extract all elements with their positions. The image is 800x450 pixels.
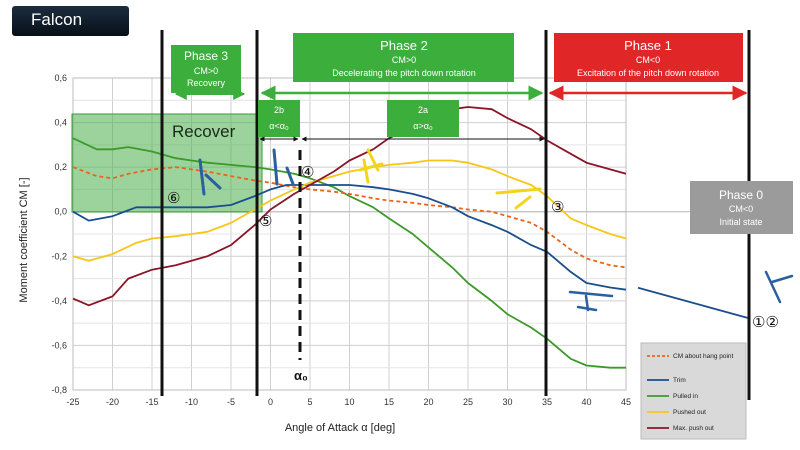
series-line-1 [72,166,627,269]
x-tick-label: 15 [384,397,394,407]
svg-text:Phase 2: Phase 2 [380,38,428,53]
marker-6: ⑥ [167,189,180,207]
glider-icon-phase2b [272,148,295,186]
y-tick-label: 0,6 [54,73,67,83]
phase2-box: Phase 2 CM>0 Decelerating the pitch down… [293,33,514,82]
x-tick-label: 30 [502,397,512,407]
y-tick-label: 0,0 [54,207,67,217]
svg-text:Phase 3: Phase 3 [184,49,228,63]
legend-label: Max. push out [673,425,714,432]
glider-icon-phase0 [764,270,794,304]
x-tick-label: -25 [66,397,79,407]
glider-icon-yellow-2 [495,187,542,210]
svg-text:Recovery: Recovery [187,78,226,88]
x-tick-label: 40 [581,397,591,407]
svg-text:α>α₀: α>α₀ [413,121,433,131]
y-tick-label: -0,4 [51,296,67,306]
x-ticks: -25 -20 -15 -10 -5 0 5 10 15 20 25 30 35 40 45 [66,397,631,407]
svg-text:Phase 0: Phase 0 [719,188,763,202]
x-tick-label: 0 [268,397,273,407]
alpha0-label: α₀ [294,368,308,383]
legend: CM about hang point Trim Pulled in Pushed o… [640,342,747,440]
legend-label: Trim [673,377,686,384]
x-axis-title: Angle of Attack α [deg] [285,422,395,434]
phase3-box: Phase 3 CM>0 Recovery [171,45,241,93]
marker-1-2: ①② [752,313,779,331]
svg-text:2b: 2b [274,105,284,115]
marker-3: ③ [551,198,564,216]
svg-text:Phase 1: Phase 1 [624,38,672,53]
x-tick-label: 35 [542,397,552,407]
marker-5: ⑤ [259,212,272,230]
y-tick-label: 0,4 [54,118,67,128]
svg-text:CM<0: CM<0 [636,55,660,65]
recover-label: Recover [172,122,236,141]
svg-text:CM>0: CM>0 [194,66,218,76]
svg-text:2a: 2a [418,105,428,115]
glider-icon-phase1 [568,290,614,312]
x-tick-label: 45 [621,397,631,407]
glider-icon-phase3 [198,158,222,196]
x-tick-label: -15 [145,397,158,407]
x-tick-label: 10 [344,397,354,407]
x-tick-label: 25 [463,397,473,407]
svg-text:Initial state: Initial state [719,217,762,227]
x-tick-label: -5 [227,397,235,407]
app-title-badge: Falcon [12,6,129,36]
glider-icon-yellow-1 [358,148,384,184]
series-line-2 [72,184,627,291]
x-tick-label: -20 [106,397,119,407]
y-axis-title: Moment coefficient CM [-] [18,177,30,302]
legend-label: CM about hang point [673,353,734,360]
x-tick-label: 20 [423,397,433,407]
y-tick-label: -0,6 [51,340,67,350]
series-line-4 [72,106,627,307]
series-line-0 [72,137,626,369]
y-tick-label: -0,2 [51,251,67,261]
y-tick-label: -0,8 [51,385,67,395]
svg-text:CM>0: CM>0 [392,55,416,65]
recover-zone [71,113,263,213]
phase0-box: Phase 0 CM<0 Initial state [690,181,793,234]
app-title: Falcon [31,10,83,29]
phase2b-box: 2b α<α₀ [258,100,300,137]
y-ticks: 0,6 0,4 0,2 0,0 -0,2 -0,4 -0,6 -0,8 [51,73,67,395]
svg-text:Decelerating the pitch down ro: Decelerating the pitch down rotation [332,68,476,78]
phase2a-box: 2a α>α₀ [387,100,459,137]
svg-text:α<α₀: α<α₀ [269,121,289,131]
legend-label: Pushed out [673,409,706,416]
y-tick-label: 0,2 [54,162,67,172]
legend-label: Pulled in [673,393,698,400]
x-tick-label: -10 [185,397,198,407]
marker-4: ④ [301,163,314,181]
trim-extension-line [637,286,749,319]
svg-text:CM<0: CM<0 [729,204,753,214]
svg-text:Excitation of the pitch down r: Excitation of the pitch down rotation [577,68,719,78]
x-tick-label: 5 [307,397,312,407]
phase1-box: Phase 1 CM<0 Excitation of the pitch dow… [554,33,743,82]
